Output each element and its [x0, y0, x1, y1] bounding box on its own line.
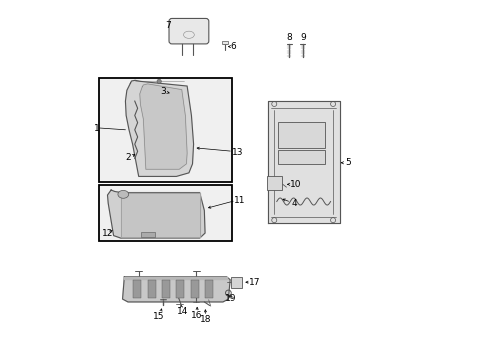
Text: 5: 5	[344, 158, 350, 167]
Bar	[190, 280, 198, 298]
Text: 13: 13	[231, 148, 243, 157]
Polygon shape	[140, 84, 187, 169]
Bar	[222, 41, 227, 44]
Text: 8: 8	[286, 33, 292, 42]
Bar	[176, 280, 184, 298]
Text: 11: 11	[234, 196, 245, 205]
Polygon shape	[122, 277, 230, 302]
FancyBboxPatch shape	[169, 18, 208, 44]
Bar	[204, 280, 212, 298]
Bar	[230, 277, 241, 288]
Text: 2: 2	[125, 153, 130, 162]
Text: 18: 18	[200, 315, 211, 324]
Text: 15: 15	[153, 312, 164, 321]
Text: 4: 4	[291, 199, 297, 208]
Text: 19: 19	[224, 294, 236, 303]
Bar	[277, 122, 325, 148]
Polygon shape	[121, 193, 199, 237]
Bar	[99, 78, 231, 182]
Text: 10: 10	[289, 180, 301, 189]
Text: 6: 6	[230, 42, 235, 51]
Bar	[99, 185, 231, 241]
Bar	[140, 232, 155, 237]
Polygon shape	[124, 277, 226, 279]
Bar	[277, 149, 325, 164]
Bar	[147, 280, 155, 298]
Bar	[266, 176, 281, 190]
Text: 3: 3	[160, 86, 165, 95]
Ellipse shape	[118, 190, 128, 198]
Text: 16: 16	[191, 311, 203, 320]
Bar	[133, 280, 141, 298]
Text: 1: 1	[94, 123, 100, 132]
Text: 14: 14	[177, 307, 188, 316]
Bar	[162, 280, 169, 298]
Polygon shape	[125, 80, 193, 176]
Text: 7: 7	[165, 21, 171, 30]
Text: 12: 12	[102, 229, 113, 238]
Circle shape	[157, 79, 161, 84]
Text: 9: 9	[300, 33, 305, 42]
Polygon shape	[107, 190, 204, 238]
Polygon shape	[267, 101, 339, 223]
Text: 17: 17	[248, 278, 260, 287]
